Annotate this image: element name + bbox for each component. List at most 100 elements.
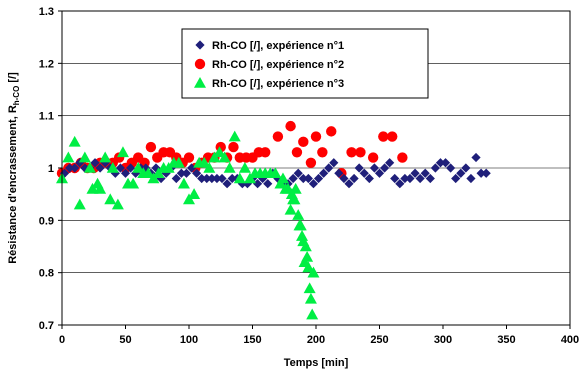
series-3-point <box>83 162 96 173</box>
series-1-point <box>359 168 369 178</box>
series-1-point <box>415 173 425 184</box>
series-1-point <box>461 163 471 173</box>
series-1-point <box>374 168 385 178</box>
series-1-point <box>125 163 136 173</box>
series-1-point <box>390 173 400 184</box>
series-1-point <box>420 168 430 178</box>
series-3 <box>56 130 320 320</box>
x-tick-label: 50 <box>119 334 131 346</box>
series-3-point <box>233 172 246 184</box>
x-tick-label: 300 <box>434 334 452 346</box>
x-tick-label: 400 <box>561 334 579 346</box>
series-1-point <box>120 168 131 178</box>
series-3-point <box>73 198 86 210</box>
series-2-point <box>346 147 357 158</box>
series-3-point <box>68 135 81 147</box>
series-3-point <box>289 182 302 194</box>
series-2-point <box>310 131 322 142</box>
x-tick-label: 250 <box>370 334 388 346</box>
series-2-point <box>298 136 309 148</box>
x-tick-label: 350 <box>497 334 515 346</box>
series-1-point <box>405 173 415 184</box>
series-1-point <box>339 173 349 184</box>
series-3-point <box>203 162 216 173</box>
series-1-point <box>176 168 186 178</box>
series-2-point <box>367 152 379 163</box>
series-1-point <box>430 163 440 173</box>
legend-box <box>181 28 429 99</box>
series-1-point <box>115 163 126 173</box>
series-3-point <box>284 203 297 215</box>
series-1-point <box>181 168 192 178</box>
series-1-point <box>313 173 324 184</box>
series-3-point <box>142 167 155 179</box>
y-axis-title-unit: [/] <box>7 72 19 86</box>
series-1-point <box>252 179 263 189</box>
legend-marker-2 <box>194 58 206 70</box>
series-1-point <box>410 168 420 178</box>
series-2-point <box>305 157 317 168</box>
series-1-point <box>451 173 461 184</box>
series-1-point <box>425 173 435 184</box>
series-1-point <box>263 179 273 189</box>
series-1-point <box>476 168 486 178</box>
series-3-point <box>116 146 129 158</box>
series-1-point <box>329 158 339 168</box>
series-2-point <box>291 147 303 158</box>
series-2-point <box>145 141 157 153</box>
series-1-point <box>298 173 308 184</box>
series-1-point <box>364 173 374 184</box>
legend-marker-3 <box>194 77 206 88</box>
y-tick-label: 0.9 <box>39 215 54 227</box>
series-1-point <box>288 173 298 184</box>
series-3-point <box>238 162 251 173</box>
series-1-point <box>354 163 364 173</box>
series-3-point <box>111 198 124 210</box>
y-tick-label: 1.2 <box>39 58 54 70</box>
y-tick-label: 0.8 <box>39 268 54 280</box>
series-1-point <box>70 163 80 173</box>
series-3-point <box>306 308 319 320</box>
y-axis-ticks: 0.7 0.8 0.9 1 1.1 1.2 1.3 <box>39 6 62 332</box>
series-1-point <box>308 179 319 189</box>
series-2-point <box>260 147 271 158</box>
series-3-point <box>269 167 282 179</box>
series-1-point <box>186 163 197 173</box>
series-3-point <box>228 130 241 142</box>
series-3-point <box>62 151 75 163</box>
series-1-point <box>319 168 329 178</box>
legend-label-1: Rh-CO [/], expérience n°1 <box>212 40 344 52</box>
series-3-point <box>127 177 140 189</box>
series-3-point <box>104 193 117 205</box>
series-1-point <box>303 173 313 184</box>
series-3-point <box>223 162 236 173</box>
series-2-point <box>378 131 389 142</box>
legend-label-3: Rh-CO [/], expérience n°3 <box>212 78 344 90</box>
y-axis-title-main: Résistance d'encrassement, R <box>7 105 19 264</box>
series-1-point <box>258 173 268 184</box>
series-2-point <box>387 131 398 142</box>
x-axis-ticks: 0 50 100 150 200 250 300 350 400 <box>59 325 579 346</box>
series-2-point <box>285 120 296 132</box>
x-axis-title: Temps [min] <box>284 357 349 369</box>
series-1-point <box>344 179 354 189</box>
legend: Rh-CO [/], expérience n°1 Rh-CO [/], expé… <box>181 28 429 99</box>
series-3-point <box>106 162 119 173</box>
y-tick-label: 0.7 <box>39 320 54 332</box>
series-1-point <box>379 163 390 173</box>
series-1-point <box>324 163 334 173</box>
series-3-point <box>94 182 107 194</box>
legend-items: Rh-CO [/], expérience n°1 Rh-CO [/], expé… <box>194 40 344 90</box>
series-3-point <box>188 188 201 199</box>
series-2-point <box>317 147 328 158</box>
series-1-point <box>446 163 456 173</box>
x-tick-label: 150 <box>243 334 261 346</box>
series-1-point <box>273 173 283 184</box>
series-3-point <box>276 172 289 184</box>
series-1-point <box>395 179 405 189</box>
series-3-point <box>218 151 231 163</box>
series-1-point <box>212 173 222 184</box>
series-3-point <box>307 266 320 278</box>
series-1-point <box>466 173 476 184</box>
